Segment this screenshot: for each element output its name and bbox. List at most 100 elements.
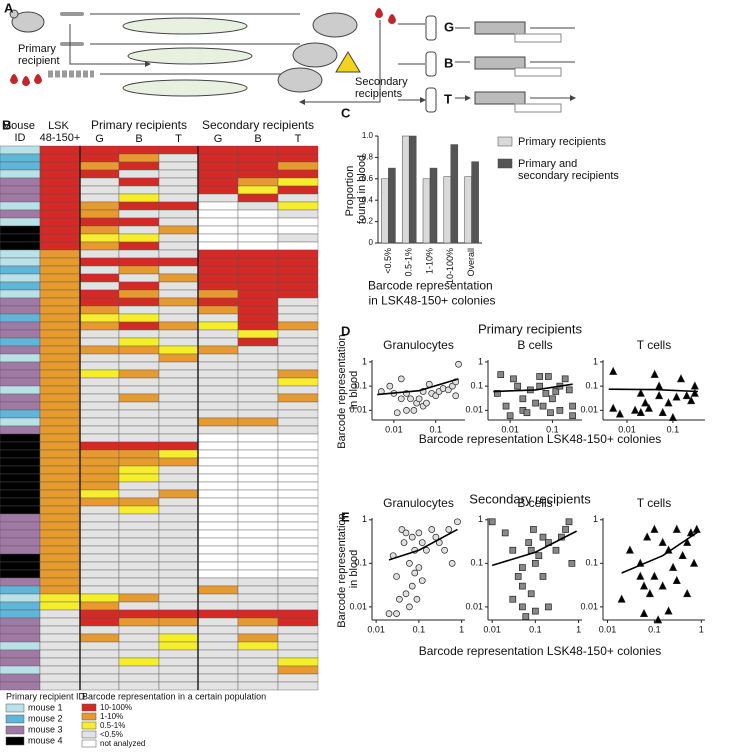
heatmap-cell <box>39 193 81 203</box>
point <box>497 371 505 378</box>
y-tick-label: 0.1 <box>585 558 598 568</box>
heatmap-cell <box>277 601 319 611</box>
heatmap-cell <box>118 537 160 547</box>
mouse-id-cell <box>0 529 41 539</box>
y-axis-label: Proportion found in blood <box>344 155 368 224</box>
heatmap-cell <box>197 345 239 355</box>
heatmap-cell <box>277 257 319 267</box>
heatmap-cell <box>39 441 81 451</box>
heatmap-cell <box>158 385 199 395</box>
heatmap-cell <box>197 241 239 251</box>
heatmap-cell <box>39 385 81 395</box>
mouse-id-cell <box>0 361 41 371</box>
heatmap-cell <box>277 433 319 443</box>
heatmap-cell <box>39 233 81 243</box>
heatmap-cell <box>237 185 279 195</box>
mouse-id-cell <box>0 209 41 219</box>
point <box>609 366 618 375</box>
heatmap-cell <box>277 657 319 667</box>
heatmap-cell <box>197 553 239 563</box>
heatmap-cell <box>39 609 81 619</box>
point <box>569 402 576 410</box>
heatmap-cell <box>197 505 239 515</box>
heatmap-cell <box>39 585 81 595</box>
point <box>532 399 539 407</box>
heatmap-cell <box>197 361 239 371</box>
point <box>444 386 452 394</box>
heatmap-cell <box>237 217 279 227</box>
heatmap-cell <box>79 401 120 411</box>
heatmap-cell <box>79 489 120 499</box>
heatmap-cell <box>237 193 279 203</box>
heatmap-cell <box>79 497 120 507</box>
heatmap-cell <box>237 209 279 219</box>
heatmap-cell <box>39 505 81 515</box>
heatmap-cell <box>237 561 279 571</box>
x-tick-label: 0.1 <box>529 624 542 634</box>
heatmap-cell <box>79 609 120 619</box>
heatmap-cell <box>158 249 199 259</box>
mouse-id-cell <box>0 385 41 395</box>
heatmap-cell <box>237 489 279 499</box>
heatmap-cell <box>79 625 120 635</box>
heatmap-cell <box>197 281 239 291</box>
heatmap-cell <box>197 193 239 203</box>
heatmap-cell <box>197 257 239 267</box>
point <box>631 405 640 414</box>
heatmap-cell <box>158 473 199 483</box>
heatmap-cell <box>158 505 199 515</box>
heatmap-cell <box>277 441 319 451</box>
point <box>669 562 678 571</box>
mouse-id-cell <box>0 249 41 259</box>
heatmap-cell <box>118 217 160 227</box>
heatmap-cell <box>79 617 120 627</box>
mouse-id-cell <box>0 537 41 547</box>
heatmap-cell <box>79 593 120 603</box>
heatmap-cell <box>158 481 199 491</box>
heatmap-cell <box>277 225 319 235</box>
y-tick-label: 1 <box>478 514 483 524</box>
point <box>402 529 410 537</box>
x-tick-label: 0.1 <box>546 424 559 434</box>
plot-title: T cells <box>637 338 671 352</box>
heatmap-cell <box>277 673 319 683</box>
heatmap-cell <box>197 313 239 323</box>
heatmap-cell <box>118 169 160 179</box>
heatmap-cell <box>197 673 239 683</box>
point <box>562 526 569 533</box>
fit-curve <box>621 530 700 574</box>
heatmap-cell <box>277 361 319 371</box>
point <box>639 581 649 590</box>
heatmap-cell <box>39 561 81 571</box>
heatmap-cell <box>118 385 160 395</box>
fit-curve <box>493 383 573 393</box>
heatmap-cell <box>197 457 239 467</box>
heatmap-cell <box>237 297 279 307</box>
heatmap-cell <box>197 425 239 435</box>
mouse-id-cell <box>0 313 41 323</box>
heatmap-cell <box>277 337 319 347</box>
heatmap-cell <box>197 449 239 459</box>
heatmap-cell <box>118 145 160 155</box>
heatmap-cell <box>39 529 81 539</box>
heatmap-cell <box>39 665 81 675</box>
heatmap-cell <box>158 529 199 539</box>
schematic <box>9 8 575 113</box>
heatmap-cell <box>39 657 81 667</box>
heatmap-cell <box>39 513 81 523</box>
mouse-id-cell <box>0 473 41 483</box>
legend-swatch <box>5 714 25 724</box>
mouse-id-cell <box>0 649 41 659</box>
mouse-id-cell <box>0 481 41 491</box>
heatmap-cell <box>277 577 319 587</box>
point <box>502 402 510 410</box>
heatmap-cell <box>237 513 279 523</box>
y-tick-label: 0.1 <box>354 381 367 391</box>
heatmap-cell <box>118 209 160 219</box>
x-axis-label: Barcode representation LSK48-150+ coloni… <box>419 644 662 658</box>
heatmap-cell <box>277 393 319 403</box>
heatmap-cell <box>79 641 120 651</box>
mouse-id-cell <box>0 521 41 531</box>
heatmap-cell <box>197 409 239 419</box>
point <box>682 390 691 400</box>
